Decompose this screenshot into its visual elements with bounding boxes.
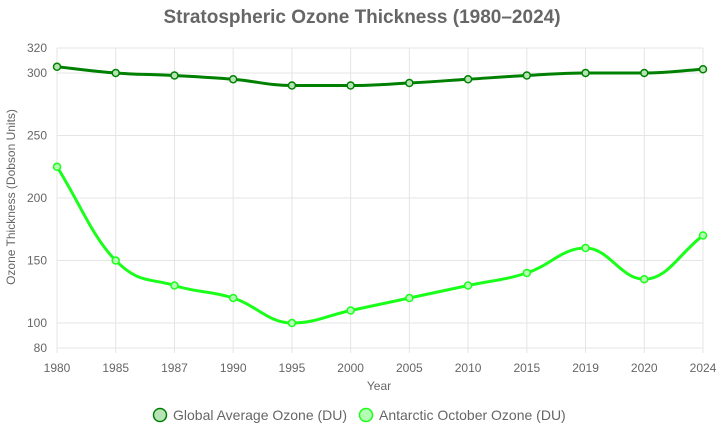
- data-point[interactable]: [111, 68, 120, 78]
- data-point[interactable]: [287, 81, 297, 90]
- y-axis-title: Ozone Thickness (Dobson Units): [4, 109, 18, 285]
- data-point[interactable]: [405, 293, 414, 303]
- y-tick-label: 200: [27, 191, 47, 205]
- y-axis-ticks: 80 100 150 200 250 300 320: [27, 41, 47, 355]
- data-point[interactable]: [287, 318, 297, 328]
- legend-label: Global Average Ozone (DU): [173, 407, 347, 423]
- data-point[interactable]: [111, 256, 120, 265]
- data-point[interactable]: [581, 68, 590, 78]
- series-line: [55, 165, 704, 325]
- x-axis-ticks: 1980 1985 1987 1990 1995 2000 2005 2010 2015 2019…: [44, 361, 717, 375]
- x-tick-label: 2024: [690, 361, 717, 375]
- data-point[interactable]: [640, 68, 649, 78]
- data-point[interactable]: [52, 162, 62, 171]
- x-tick-label: 2019: [572, 361, 599, 375]
- data-point[interactable]: [170, 71, 179, 80]
- data-point[interactable]: [346, 81, 355, 90]
- grid: [56, 47, 704, 353]
- y-tick-label: 320: [27, 41, 47, 55]
- y-tick-label: 100: [27, 316, 47, 330]
- x-tick-label: 1995: [279, 361, 306, 375]
- legend-item[interactable]: Antarctic October Ozone (DU): [358, 407, 566, 423]
- data-point[interactable]: [581, 243, 590, 253]
- x-axis-title: Year: [367, 379, 391, 393]
- x-tick-label: 2015: [513, 361, 540, 375]
- y-tick-label: 300: [27, 66, 47, 80]
- data-point[interactable]: [698, 65, 708, 74]
- legend-item[interactable]: Global Average Ozone (DU): [152, 407, 348, 423]
- x-tick-label: 1985: [102, 361, 129, 375]
- y-tick-label: 80: [34, 341, 48, 355]
- series-line: [56, 65, 704, 88]
- legend: Global Average Ozone (DU) Antarctic Octob…: [152, 407, 566, 423]
- x-tick-label: 2020: [631, 361, 658, 375]
- data-point[interactable]: [52, 62, 62, 71]
- series-1: [52, 62, 708, 90]
- x-tick-label: 1990: [220, 361, 247, 375]
- legend-label: Antarctic October Ozone (DU): [379, 407, 566, 423]
- x-tick-label: 1987: [161, 361, 188, 375]
- data-point[interactable]: [346, 306, 355, 315]
- x-tick-label: 2010: [455, 361, 482, 375]
- series: [52, 62, 708, 328]
- data-point[interactable]: [522, 71, 532, 80]
- x-tick-label: 1980: [44, 361, 71, 375]
- data-point[interactable]: [228, 293, 238, 303]
- data-point[interactable]: [640, 275, 649, 284]
- legend-marker: [358, 407, 374, 423]
- legend-marker: [152, 407, 168, 423]
- chart-title: Stratospheric Ozone Thickness (1980–2024…: [163, 7, 560, 28]
- x-tick-label: 2000: [337, 361, 364, 375]
- y-tick-label: 250: [27, 129, 47, 143]
- data-point[interactable]: [522, 268, 532, 278]
- series-2: [52, 162, 708, 328]
- x-tick-label: 2005: [396, 361, 423, 375]
- y-tick-label: 150: [27, 254, 47, 268]
- data-point[interactable]: [228, 75, 238, 84]
- data-point[interactable]: [698, 231, 708, 240]
- data-point[interactable]: [405, 78, 414, 88]
- data-point[interactable]: [170, 281, 179, 290]
- data-point[interactable]: [463, 75, 473, 84]
- data-point[interactable]: [463, 281, 473, 290]
